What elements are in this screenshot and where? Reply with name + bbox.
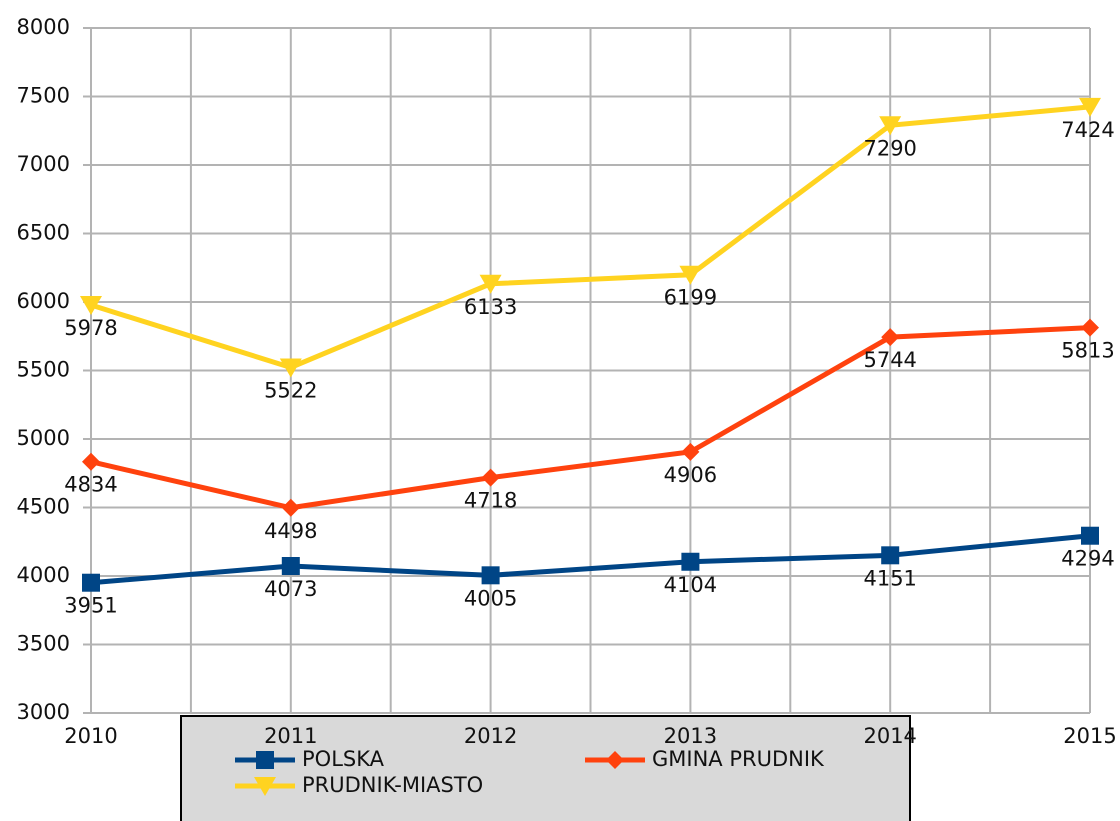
- marker: [1081, 318, 1099, 337]
- data-label: 5978: [64, 316, 117, 340]
- marker: [681, 442, 700, 461]
- marker: [481, 566, 500, 585]
- y-tick-label: 4500: [17, 495, 70, 519]
- x-tick-label: 2014: [863, 724, 916, 748]
- marker: [879, 116, 902, 136]
- y-tick-label: 6000: [17, 289, 70, 313]
- y-tick-label: 7500: [17, 84, 70, 108]
- x-tick-label: 2013: [664, 724, 717, 748]
- data-label: 6199: [664, 286, 717, 310]
- marker: [681, 552, 700, 571]
- marker: [479, 274, 502, 294]
- data-label: 6133: [464, 295, 517, 319]
- series-line: [90, 533, 1091, 586]
- marker: [679, 265, 702, 285]
- data-label: 5813: [1061, 339, 1114, 363]
- data-label: 4104: [664, 573, 717, 597]
- data-label: 7424: [1061, 118, 1114, 142]
- data-label: 3951: [64, 594, 117, 618]
- y-tick-label: 4000: [17, 563, 70, 587]
- y-tick-label: 3500: [17, 632, 70, 656]
- legend-label: POLSKA: [302, 747, 385, 771]
- data-label: 4498: [264, 519, 317, 543]
- y-tick-label: 5000: [17, 426, 70, 450]
- marker: [481, 468, 500, 487]
- data-label: 4718: [464, 489, 517, 513]
- y-tick-label: 7000: [17, 152, 70, 176]
- series-line: [90, 325, 1091, 511]
- y-tick-label: 6500: [17, 221, 70, 245]
- marker: [281, 498, 300, 517]
- x-tick-label: 2011: [264, 724, 317, 748]
- marker: [881, 546, 900, 565]
- data-label: 4834: [64, 473, 117, 497]
- y-tick-label: 3000: [17, 700, 70, 724]
- data-label: 4906: [664, 463, 717, 487]
- marker: [881, 328, 900, 347]
- data-label: 4005: [464, 586, 517, 610]
- series-line: [90, 104, 1091, 371]
- data-label: 5744: [863, 348, 916, 372]
- marker: [279, 358, 302, 378]
- marker: [82, 573, 100, 592]
- marker: [80, 296, 102, 316]
- y-tick-label: 8000: [17, 15, 70, 39]
- x-tick-label: 2010: [64, 724, 117, 748]
- data-label: 4151: [863, 566, 916, 590]
- y-tick-label: 5500: [17, 358, 70, 382]
- marker: [1081, 526, 1099, 545]
- marker: [281, 556, 300, 575]
- marker: [606, 751, 624, 769]
- data-label: 7290: [863, 136, 916, 160]
- legend-label: GMINA PRUDNIK: [652, 747, 825, 771]
- marker: [256, 751, 274, 769]
- data-label: 5522: [264, 378, 317, 402]
- marker: [82, 452, 100, 471]
- x-tick-label: 2012: [464, 724, 517, 748]
- legend-box: [180, 715, 911, 821]
- legend-label: PRUDNIK-MIASTO: [302, 773, 483, 797]
- data-label: 4294: [1061, 547, 1114, 571]
- marker: [1079, 97, 1101, 117]
- data-label: 4073: [264, 577, 317, 601]
- x-tick-label: 2015: [1063, 724, 1116, 748]
- marker: [254, 777, 276, 796]
